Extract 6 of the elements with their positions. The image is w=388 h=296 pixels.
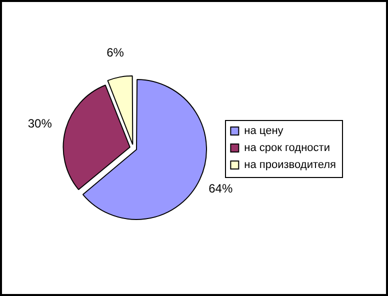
data-label: 64% [208, 181, 233, 196]
legend-label: на производителя [244, 159, 336, 172]
legend-label: на срок годности [244, 142, 330, 154]
data-label: 6% [106, 46, 124, 60]
legend-label: на цену [244, 125, 284, 138]
data-label: 30% [28, 116, 52, 130]
